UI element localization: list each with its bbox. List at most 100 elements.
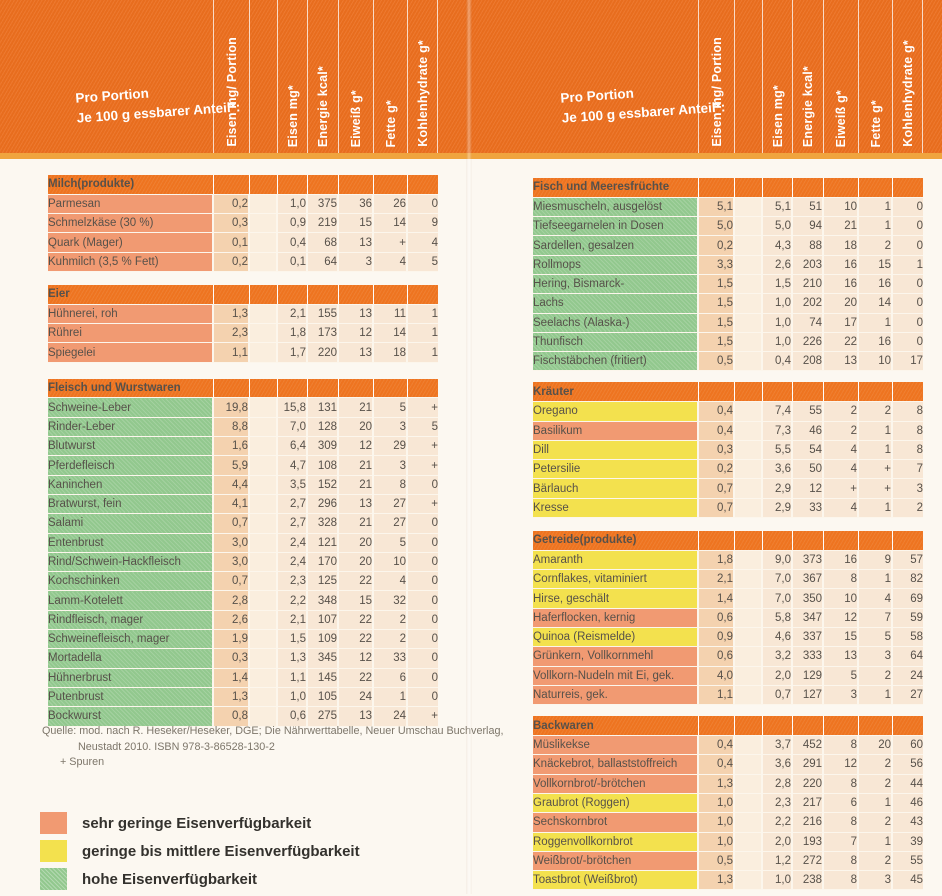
value-eiweiss: 16 [822,274,858,295]
value-fette: 18 [372,342,407,363]
value-eiweiss: 2 [822,401,858,422]
section-header-cell [697,382,734,403]
value-fette: 14 [857,293,892,314]
section-header-cell [248,175,277,195]
food-name: Bärlauch [533,478,698,499]
value-eiweiss: 15 [337,590,373,611]
section-title: Fleisch und Wurstwaren [48,378,213,399]
column-header-eisen-portion: Eisen mg/ Portion [698,0,734,153]
value-eisen-portion: 4,4 [212,475,249,495]
per-portion-heading-cell: Pro Portion Je 100 g essbarer Anteil*: [533,0,726,153]
food-row: Grünkern, Vollkornmehl 0,6 3,2 333 13 3 64 [533,646,923,667]
value-kohlenhydrate: 0 [406,687,438,708]
value-kohlenhydrate: 1 [891,255,923,275]
spacer-cell [248,252,277,272]
value-eisen-100g: 2,4 [276,552,307,573]
value-eisen-portion: 5,9 [212,455,249,476]
section-header-cell [337,378,373,399]
value-eisen-100g: 2,3 [761,793,792,814]
value-energie-kcal: 50 [791,459,823,480]
value-eisen-100g: 0,6 [276,706,307,727]
food-row: Thunfisch 1,5 1,0 226 22 16 0 [533,332,923,353]
spacer-cell [733,440,762,461]
food-name: Petersilie [533,459,698,480]
food-name: Toastbrot (Weißbrot) [533,870,698,891]
value-eisen-100g: 2,1 [276,610,307,631]
value-energie-kcal: 328 [306,513,338,534]
value-kohlenhydrate: 57 [891,550,923,571]
value-eisen-100g: 2,8 [761,774,792,794]
column-header-label: Eisen mg/ Portion [709,37,724,147]
value-eisen-100g: 2,2 [276,590,307,611]
food-row: Weißbrot/-brötchen 0,5 1,2 272 8 2 55 [533,851,923,872]
value-eisen-100g: 9,0 [761,550,792,571]
amber-divider [0,153,942,159]
food-name: Kuhmilch (3,5 % Fett) [48,252,213,272]
value-eiweiss: 13 [337,342,373,363]
value-fette: 4 [857,588,892,609]
value-eiweiss: 15 [337,213,373,234]
value-energie-kcal: 107 [306,610,338,631]
food-name: Kochschinken [48,571,213,592]
value-eisen-portion: 0,1 [212,232,249,253]
value-eisen-portion: 3,0 [212,533,249,553]
food-name: Lamm-Kotelett [48,590,213,611]
food-name: Müslikekse [533,735,698,756]
food-name: Kaninchen [48,475,213,495]
value-fette: 5 [372,533,407,553]
value-eisen-portion: 4,0 [697,666,734,686]
value-eisen-100g: 1,0 [276,194,307,215]
value-energie-kcal: 367 [791,569,823,590]
column-header-spacer [734,0,762,153]
food-row: Parmesan 0,2 1,0 375 36 26 0 [48,194,438,215]
spacer-cell [733,197,762,218]
value-eisen-100g: 2,3 [276,571,307,592]
food-row: Dill 0,3 5,5 54 4 1 8 [533,440,923,461]
spacer-cell [733,588,762,609]
value-eisen-100g: 2,1 [276,304,307,325]
spacer-cell [248,455,277,476]
food-table: Fisch und Meeresfrüchte Miesmuscheln, aus… [533,178,923,372]
section-header-cell [697,716,734,737]
food-row: Mortadella 0,3 1,3 345 12 33 0 [48,648,438,669]
value-eisen-100g: 2,9 [761,478,792,499]
value-eiweiss: 3 [822,685,858,706]
value-eiweiss: 6 [822,793,858,814]
food-row: Toastbrot (Weißbrot) 1,3 1,0 238 8 3 45 [533,870,923,891]
value-kohlenhydrate: 0 [406,610,438,631]
value-fette: 4 [372,571,407,592]
value-kohlenhydrate: 5 [406,417,438,438]
column-header-label: Fette g* [383,99,398,147]
value-eisen-100g: 4,3 [761,235,792,256]
spacer-cell [733,812,762,833]
value-fette: + [857,478,892,499]
spacer-cell [248,213,277,234]
value-eisen-portion: 0,5 [697,351,734,372]
value-eisen-portion: 0,4 [697,735,734,756]
value-eisen-100g: 2,9 [761,498,792,519]
value-eisen-100g: 2,7 [276,494,307,515]
food-name: Hühnerbrust [48,668,213,688]
value-eiweiss: 13 [337,494,373,515]
value-kohlenhydrate: 45 [891,870,923,891]
value-fette: 1 [857,216,892,237]
value-eiweiss: 13 [337,232,373,253]
value-fette: 10 [857,351,892,372]
column-header-fette: Fette g* [373,0,407,153]
value-fette: 1 [857,197,892,218]
value-fette: 11 [372,304,407,325]
section-header-cell [697,178,734,198]
section-header-cell [306,175,338,195]
value-eisen-portion: 0,4 [697,421,734,441]
section-title: Milch(produkte) [48,175,213,195]
food-table: Fleisch und Wurstwaren Schweine-Leber 19,8… [48,378,438,727]
food-name: Rollmops [533,255,698,275]
section-title: Backwaren [533,716,698,737]
food-row: Quark (Mager) 0,1 0,4 68 13 +4 [48,232,438,253]
value-eiweiss: 8 [822,851,858,872]
value-energie-kcal: 129 [791,666,823,686]
value-eisen-100g: 1,0 [761,870,792,891]
value-eiweiss: 20 [337,552,373,573]
value-energie-kcal: 208 [791,351,823,372]
value-eisen-portion: 1,1 [697,685,734,706]
